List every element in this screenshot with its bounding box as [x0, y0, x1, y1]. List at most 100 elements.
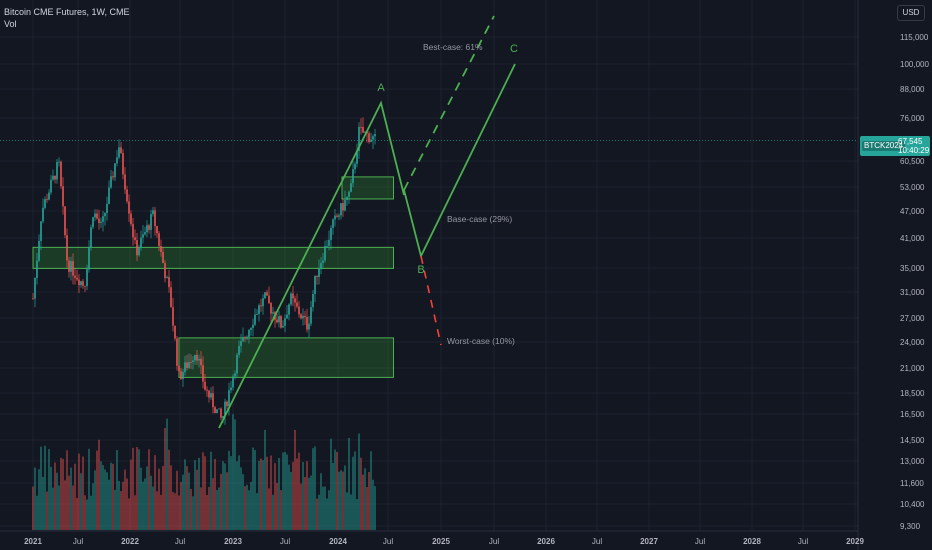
candle-body: [352, 169, 354, 184]
candle-body: [132, 224, 134, 238]
price-tag-value: 67,545: [898, 137, 923, 146]
candle-body: [324, 246, 326, 261]
volume-bar: [244, 486, 246, 530]
volume-bar: [346, 492, 348, 530]
currency-button[interactable]: USD: [897, 5, 925, 21]
candle-body: [344, 199, 346, 211]
volume-bar: [248, 490, 250, 530]
volume-bar: [280, 490, 282, 530]
candle-body: [302, 315, 304, 319]
candle-body: [122, 153, 124, 175]
volume-bar: [122, 481, 124, 530]
candle-body: [174, 325, 176, 339]
price-axis-label: 14,500: [900, 436, 925, 445]
volume-bar: [344, 465, 346, 530]
volume-bar: [34, 467, 36, 530]
time-axis-label: Jul: [489, 537, 499, 546]
volume-bar: [258, 460, 260, 530]
volume-bar: [100, 461, 102, 530]
candle-body: [102, 216, 104, 222]
candle-body: [374, 134, 376, 137]
price-axis-label: 76,000: [900, 114, 925, 123]
volume-bar: [62, 458, 64, 530]
candle-body: [326, 245, 328, 247]
candle-body: [104, 212, 106, 217]
price-axis-label: 41,000: [900, 234, 925, 243]
volume-bar: [366, 487, 368, 530]
candle-body: [262, 298, 264, 307]
candle-body: [338, 215, 340, 217]
volume-bar: [210, 451, 212, 530]
volume-bar: [44, 445, 46, 530]
candle-body: [110, 176, 112, 188]
candle-body: [150, 214, 152, 230]
volume-bar: [156, 491, 158, 530]
candle-body: [146, 225, 148, 233]
volume-bar: [260, 458, 262, 530]
price-axis-label: 21,000: [900, 364, 925, 373]
candle-body: [194, 354, 196, 361]
candle-body: [152, 210, 154, 215]
volume-bar: [136, 446, 138, 530]
time-axis-label: 2021: [24, 537, 42, 546]
volume-bar: [298, 452, 300, 530]
volume-bar: [70, 467, 72, 530]
candle-body: [316, 275, 318, 277]
candle-body: [260, 305, 262, 307]
candle-body: [236, 354, 238, 374]
volume-bar: [128, 498, 130, 530]
candle-body: [66, 235, 68, 261]
candle-body: [248, 330, 250, 337]
price-axis-label: 11,600: [900, 479, 924, 488]
candle-body: [358, 126, 360, 151]
volume-bar: [132, 447, 134, 530]
volume-bar: [108, 479, 110, 530]
volume-bar: [68, 475, 70, 530]
candle-body: [170, 287, 172, 308]
volume-bar: [230, 456, 232, 530]
candle-body: [354, 163, 356, 170]
volume-bar: [48, 449, 50, 530]
candle-body: [224, 401, 226, 417]
time-axis-label: 2024: [329, 537, 347, 546]
volume-bar: [42, 476, 44, 530]
candle-body: [230, 387, 232, 391]
volume-bar: [368, 471, 370, 530]
symbol-title[interactable]: Bitcoin CME Futures, 1W, CME: [4, 7, 130, 17]
candle-body: [154, 210, 156, 227]
time-axis-label: 2025: [432, 537, 450, 546]
volume-bar: [76, 497, 78, 530]
volume-bar: [106, 472, 108, 530]
candle-body: [270, 303, 272, 314]
candle-body: [52, 175, 54, 180]
volume-bar: [160, 494, 162, 530]
volume-bar: [252, 447, 254, 530]
volume-bar: [212, 478, 214, 530]
volume-indicator-label[interactable]: Vol: [4, 19, 17, 29]
candle-body: [134, 237, 136, 241]
volume-bar: [332, 462, 334, 530]
candle-body: [218, 408, 220, 410]
support-zone: [341, 176, 394, 200]
volume-bar: [274, 463, 276, 530]
candle-body: [264, 292, 266, 299]
candle-body: [78, 279, 80, 286]
candle-body: [100, 221, 102, 223]
volume-bar: [58, 485, 60, 530]
volume-bar: [102, 465, 104, 530]
candle-body: [136, 240, 138, 256]
candle-body: [340, 203, 342, 216]
volume-bar: [52, 487, 54, 530]
candle-body: [334, 215, 336, 220]
candle-body: [332, 219, 334, 228]
time-axis-label: Jul: [695, 537, 705, 546]
price-axis-label: 10,400: [900, 500, 925, 509]
volume-bar: [178, 495, 180, 530]
time-axis-label: 2023: [224, 537, 242, 546]
volume-bar: [96, 450, 98, 530]
candle-body: [320, 263, 322, 269]
candle-body: [186, 362, 188, 368]
volume-bar: [338, 471, 340, 530]
candle-body: [210, 393, 212, 398]
